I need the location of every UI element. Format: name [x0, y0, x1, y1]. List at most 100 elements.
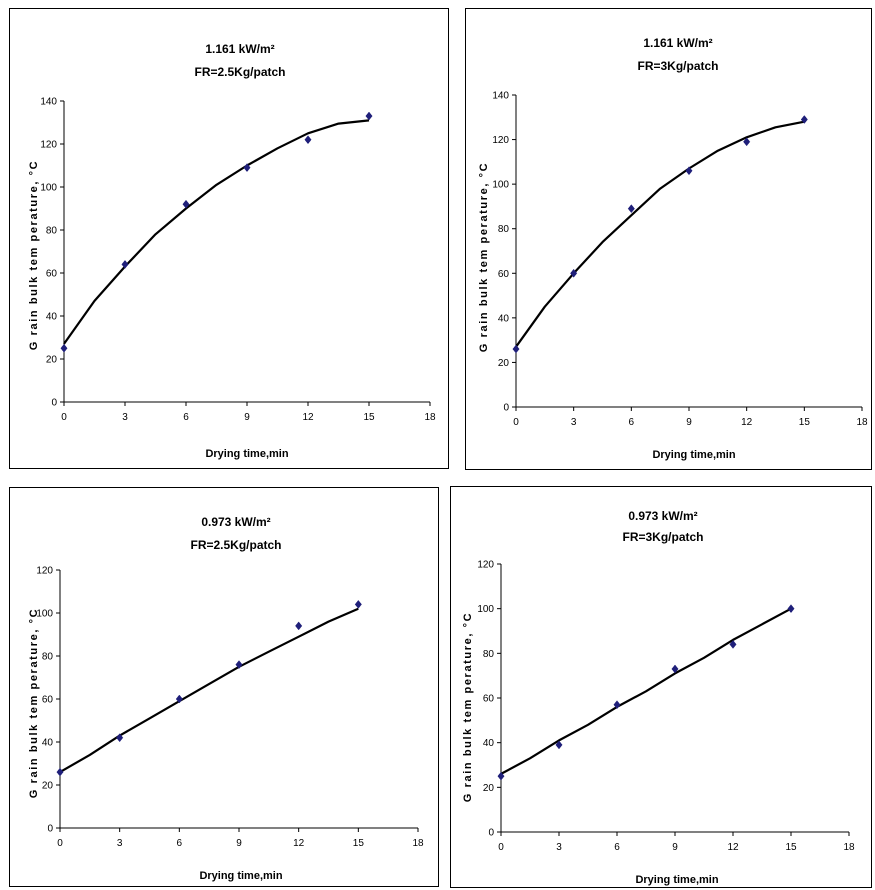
x-tick-label: 9: [236, 838, 242, 849]
y-tick-label: 80: [498, 224, 510, 235]
x-tick-label: 3: [117, 838, 123, 849]
x-tick-label: 9: [672, 842, 678, 853]
x-tick-label: 18: [412, 838, 424, 849]
y-tick-label: 20: [46, 355, 58, 366]
chart-panel-3: 0.973 kW/m² FR=2.5Kg/patch Drying time,m…: [9, 487, 439, 887]
x-tick-label: 15: [353, 838, 365, 849]
y-tick-label: 80: [42, 652, 54, 663]
x-tick-label: 15: [799, 417, 811, 428]
data-point-marker: [800, 115, 808, 124]
data-point-marker: [685, 166, 693, 176]
y-tick-label: 40: [46, 312, 58, 323]
y-tick-label: 120: [492, 135, 509, 146]
y-tick-label: 140: [40, 97, 57, 108]
x-tick-label: 15: [363, 412, 375, 423]
y-tick-label: 40: [42, 738, 54, 749]
y-axis-label: G rain bulk tem perature, °C: [478, 162, 490, 352]
chart-subtitle: FR=2.5Kg/patch: [190, 538, 281, 552]
data-point-marker: [243, 163, 251, 173]
y-tick-label: 20: [498, 358, 510, 369]
trend-line: [63, 119, 370, 345]
x-tick-label: 12: [741, 417, 753, 428]
y-tick-label: 60: [46, 269, 58, 280]
y-tick-label: 100: [36, 609, 53, 620]
data-point-marker: [671, 664, 679, 674]
chart-subtitle: FR=3Kg/patch: [622, 530, 703, 544]
data-point-marker: [304, 135, 312, 145]
chart-panel-4: 0.973 kW/m² FR=3Kg/patch Drying time,min…: [450, 486, 872, 888]
data-point-marker: [60, 343, 68, 353]
x-tick-label: 12: [727, 842, 739, 853]
data-point-marker: [116, 733, 124, 743]
trend-line: [59, 607, 359, 774]
data-point-marker: [743, 137, 751, 147]
x-tick-label: 15: [785, 842, 797, 853]
y-tick-label: 0: [488, 828, 494, 839]
x-tick-label: 9: [244, 412, 250, 423]
data-point-marker: [354, 599, 362, 609]
data-point-marker: [729, 639, 737, 649]
data-point-marker: [235, 660, 243, 670]
y-tick-label: 60: [483, 694, 495, 705]
y-tick-label: 120: [477, 560, 494, 571]
x-tick-label: 6: [177, 838, 183, 849]
data-point-marker: [56, 767, 64, 777]
x-axis-label: Drying time,min: [635, 874, 718, 886]
chart-svg-2: 1.161 kW/m² FR=3Kg/patch Drying time,min…: [478, 36, 868, 461]
y-axis-label: G rain bulk tem perature, °C: [462, 612, 474, 802]
data-point-marker: [570, 268, 578, 278]
x-tick-label: 3: [571, 417, 577, 428]
data-point-marker: [182, 199, 190, 209]
chart-title: 0.973 kW/m²: [628, 509, 697, 523]
y-tick-label: 20: [483, 783, 495, 794]
y-tick-label: 20: [42, 781, 54, 792]
data-point-marker: [627, 204, 635, 214]
y-tick-label: 80: [483, 649, 495, 660]
data-point-marker: [121, 259, 129, 269]
y-tick-label: 140: [492, 91, 509, 102]
chart-title: 1.161 kW/m²: [643, 36, 712, 50]
chart-subtitle: FR=3Kg/patch: [637, 59, 718, 73]
x-tick-label: 12: [293, 838, 305, 849]
y-tick-label: 100: [40, 183, 57, 194]
chart-svg-4: 0.973 kW/m² FR=3Kg/patch Drying time,min…: [462, 509, 855, 886]
y-tick-label: 120: [40, 140, 57, 151]
x-axis-label: Drying time,min: [205, 448, 288, 460]
x-tick-label: 6: [614, 842, 620, 853]
y-tick-label: 60: [498, 269, 510, 280]
data-point-marker: [497, 771, 505, 781]
chart-panel-2: 1.161 kW/m² FR=3Kg/patch Drying time,min…: [465, 8, 872, 470]
x-tick-label: 12: [302, 412, 314, 423]
y-tick-label: 100: [477, 604, 494, 615]
y-tick-label: 60: [42, 695, 54, 706]
x-tick-label: 3: [556, 842, 562, 853]
x-tick-label: 0: [57, 838, 63, 849]
x-tick-label: 0: [513, 417, 519, 428]
data-point-marker: [295, 621, 303, 631]
data-point-marker: [512, 344, 520, 354]
chart-title: 1.161 kW/m²: [205, 42, 274, 56]
y-tick-label: 0: [47, 824, 53, 835]
chart-svg-1: 1.161 kW/m² FR=2.5Kg/patch Drying time,m…: [28, 42, 436, 460]
y-tick-label: 120: [36, 566, 53, 577]
x-tick-label: 18: [424, 412, 436, 423]
y-tick-label: 0: [503, 403, 509, 414]
y-axis-label: G rain bulk tem perature, °C: [28, 608, 40, 798]
x-tick-label: 0: [498, 842, 504, 853]
chart-panel-1: 1.161 kW/m² FR=2.5Kg/patch Drying time,m…: [9, 8, 449, 469]
data-point-marker: [787, 604, 795, 614]
y-tick-label: 80: [46, 226, 58, 237]
chart-subtitle: FR=2.5Kg/patch: [194, 65, 285, 79]
x-tick-label: 6: [183, 412, 189, 423]
data-point-marker: [555, 740, 563, 750]
trend-line: [515, 120, 805, 348]
y-tick-label: 100: [492, 180, 509, 191]
x-tick-label: 9: [686, 417, 692, 428]
y-tick-label: 0: [51, 398, 57, 409]
y-axis-label: G rain bulk tem perature, °C: [28, 160, 40, 350]
x-axis-label: Drying time,min: [199, 870, 282, 882]
chart-title: 0.973 kW/m²: [201, 515, 270, 529]
x-axis-label: Drying time,min: [652, 449, 735, 461]
y-tick-label: 40: [498, 313, 510, 324]
x-tick-label: 0: [61, 412, 67, 423]
